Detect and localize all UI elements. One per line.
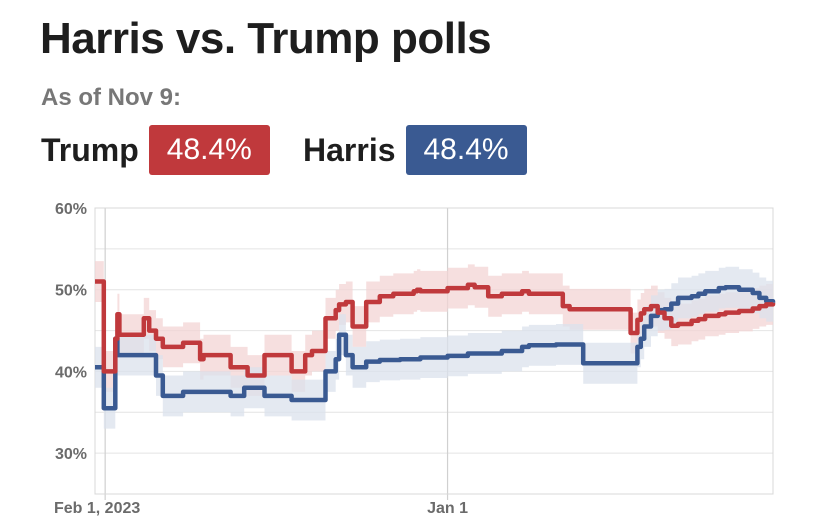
x-tick-label: Feb 1, 2023	[54, 500, 140, 517]
y-tick-label: 60%	[55, 201, 87, 218]
trump-value-badge: 48.4%	[148, 125, 270, 175]
harris-series-line	[95, 285, 776, 411]
harris-legend: Harris 48.4%	[303, 124, 527, 176]
x-tick-label: Jan 1	[427, 500, 468, 517]
trump-label: Trump	[41, 131, 139, 168]
trump-legend: Trump 48.4%	[41, 124, 270, 176]
y-tick-label: 40%	[55, 364, 87, 381]
harris-value-badge: 48.4%	[405, 125, 527, 175]
trump-series-line	[95, 279, 776, 378]
chart-title: Harris vs. Trump polls	[40, 14, 492, 63]
harris-label: Harris	[303, 131, 396, 168]
y-tick-label: 50%	[55, 283, 87, 300]
as-of-date: As of Nov 9:	[41, 84, 182, 111]
poll-line-chart: 30% 40% 50% 60% Feb 1, 2023 Jan 1	[54, 201, 776, 517]
y-tick-label: 30%	[55, 446, 87, 463]
